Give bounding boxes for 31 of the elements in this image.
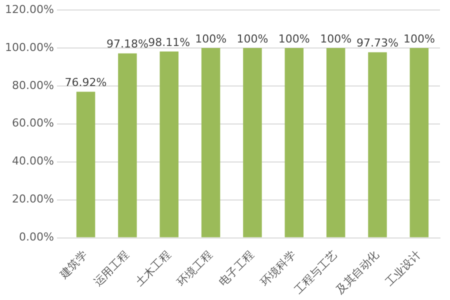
y-tick-label: 80.00% [12, 78, 54, 92]
bar [368, 52, 387, 238]
x-tick-label: 建筑学 [56, 248, 90, 282]
data-label: 100% [195, 32, 227, 46]
bar [284, 48, 304, 238]
data-label: 98.11% [148, 36, 190, 49]
data-label: 97.73% [356, 36, 398, 50]
data-label: 100% [236, 32, 268, 46]
data-label: 100% [320, 32, 352, 46]
x-tick-label: 电子工程 [216, 248, 257, 289]
x-tick-label: 工业设计 [383, 248, 424, 289]
bar [76, 92, 96, 238]
y-tick-label: 120.00% [4, 2, 54, 16]
y-tick-label: 0.00% [18, 230, 54, 244]
bar [326, 48, 346, 238]
bar [243, 48, 262, 238]
x-tick-label: 土木工程 [132, 248, 174, 289]
data-label: 100% [278, 32, 310, 46]
x-tick-label: 环境工程 [174, 248, 215, 289]
bar [410, 48, 429, 238]
data-label: 97.18% [106, 38, 148, 51]
data-label: 100% [403, 32, 435, 46]
bar [118, 53, 137, 238]
x-tick-label: 运用工程 [91, 248, 132, 289]
data-label: 76.92% [64, 76, 107, 90]
y-tick-label: 20.00% [12, 192, 54, 206]
y-tick-label: 100.00% [4, 40, 54, 54]
y-tick-label: 60.00% [12, 116, 54, 130]
bar [201, 48, 220, 238]
bar [160, 52, 178, 238]
y-tick-label: 40.00% [12, 154, 54, 168]
